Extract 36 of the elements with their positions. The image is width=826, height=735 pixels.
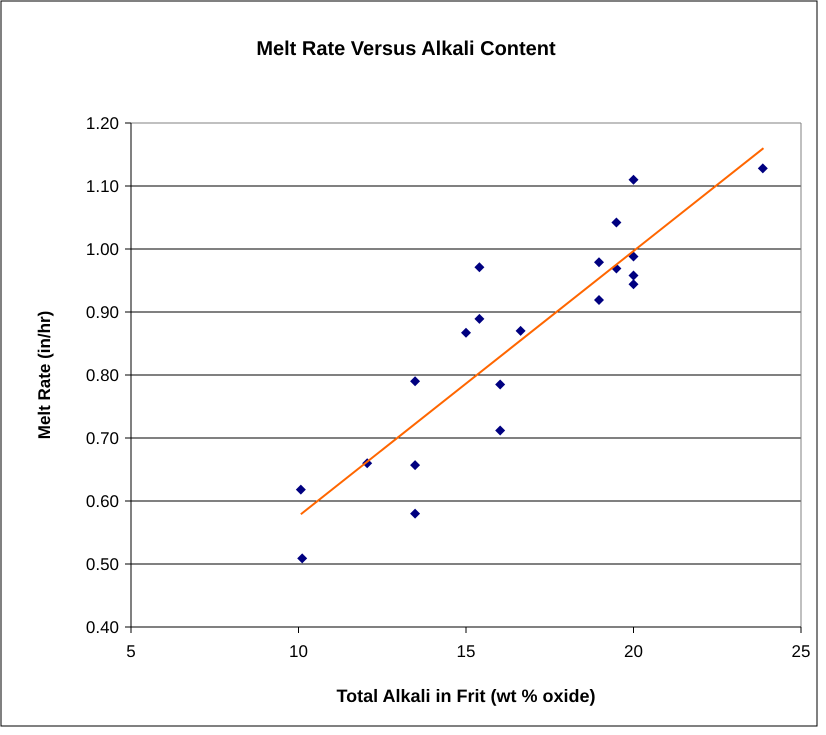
y-tick-label: 1.20 <box>86 114 119 133</box>
point <box>611 218 622 228</box>
y-tick-label: 0.50 <box>86 555 119 574</box>
x-tick-label: 15 <box>456 642 476 661</box>
point <box>594 257 604 268</box>
chart-title: Melt Rate Versus Alkali Content <box>256 38 556 60</box>
point <box>297 553 308 564</box>
point <box>410 460 420 470</box>
x-tick-label: 25 <box>792 642 810 661</box>
x-axis-title: Total Alkali in Frit (wt % oxide) <box>336 686 596 706</box>
point <box>516 326 526 336</box>
point <box>594 295 604 306</box>
point <box>758 163 768 174</box>
point <box>628 174 638 185</box>
point <box>410 376 420 386</box>
point <box>495 379 506 390</box>
y-tick-label: 0.90 <box>86 303 119 322</box>
point <box>474 262 484 272</box>
point <box>628 279 638 290</box>
point <box>628 270 638 280</box>
point <box>628 252 638 262</box>
point <box>410 508 420 519</box>
y-tick-label: 0.60 <box>86 492 119 511</box>
point <box>495 425 506 436</box>
point <box>296 484 306 495</box>
y-tick-label: 0.70 <box>86 429 119 448</box>
y-tick-label: 1.00 <box>86 240 119 259</box>
y-tick-label: 1.10 <box>86 177 119 196</box>
point <box>474 314 484 324</box>
point <box>461 328 471 338</box>
y-tick-label: 0.80 <box>86 366 119 385</box>
x-tick-label: 10 <box>289 642 308 661</box>
x-tick-label: 20 <box>624 642 643 661</box>
y-tick-label: 0.40 <box>86 618 119 637</box>
x-tick-label: 5 <box>126 642 136 661</box>
y-axis-title: Melt Rate (in/hr) <box>35 310 54 440</box>
